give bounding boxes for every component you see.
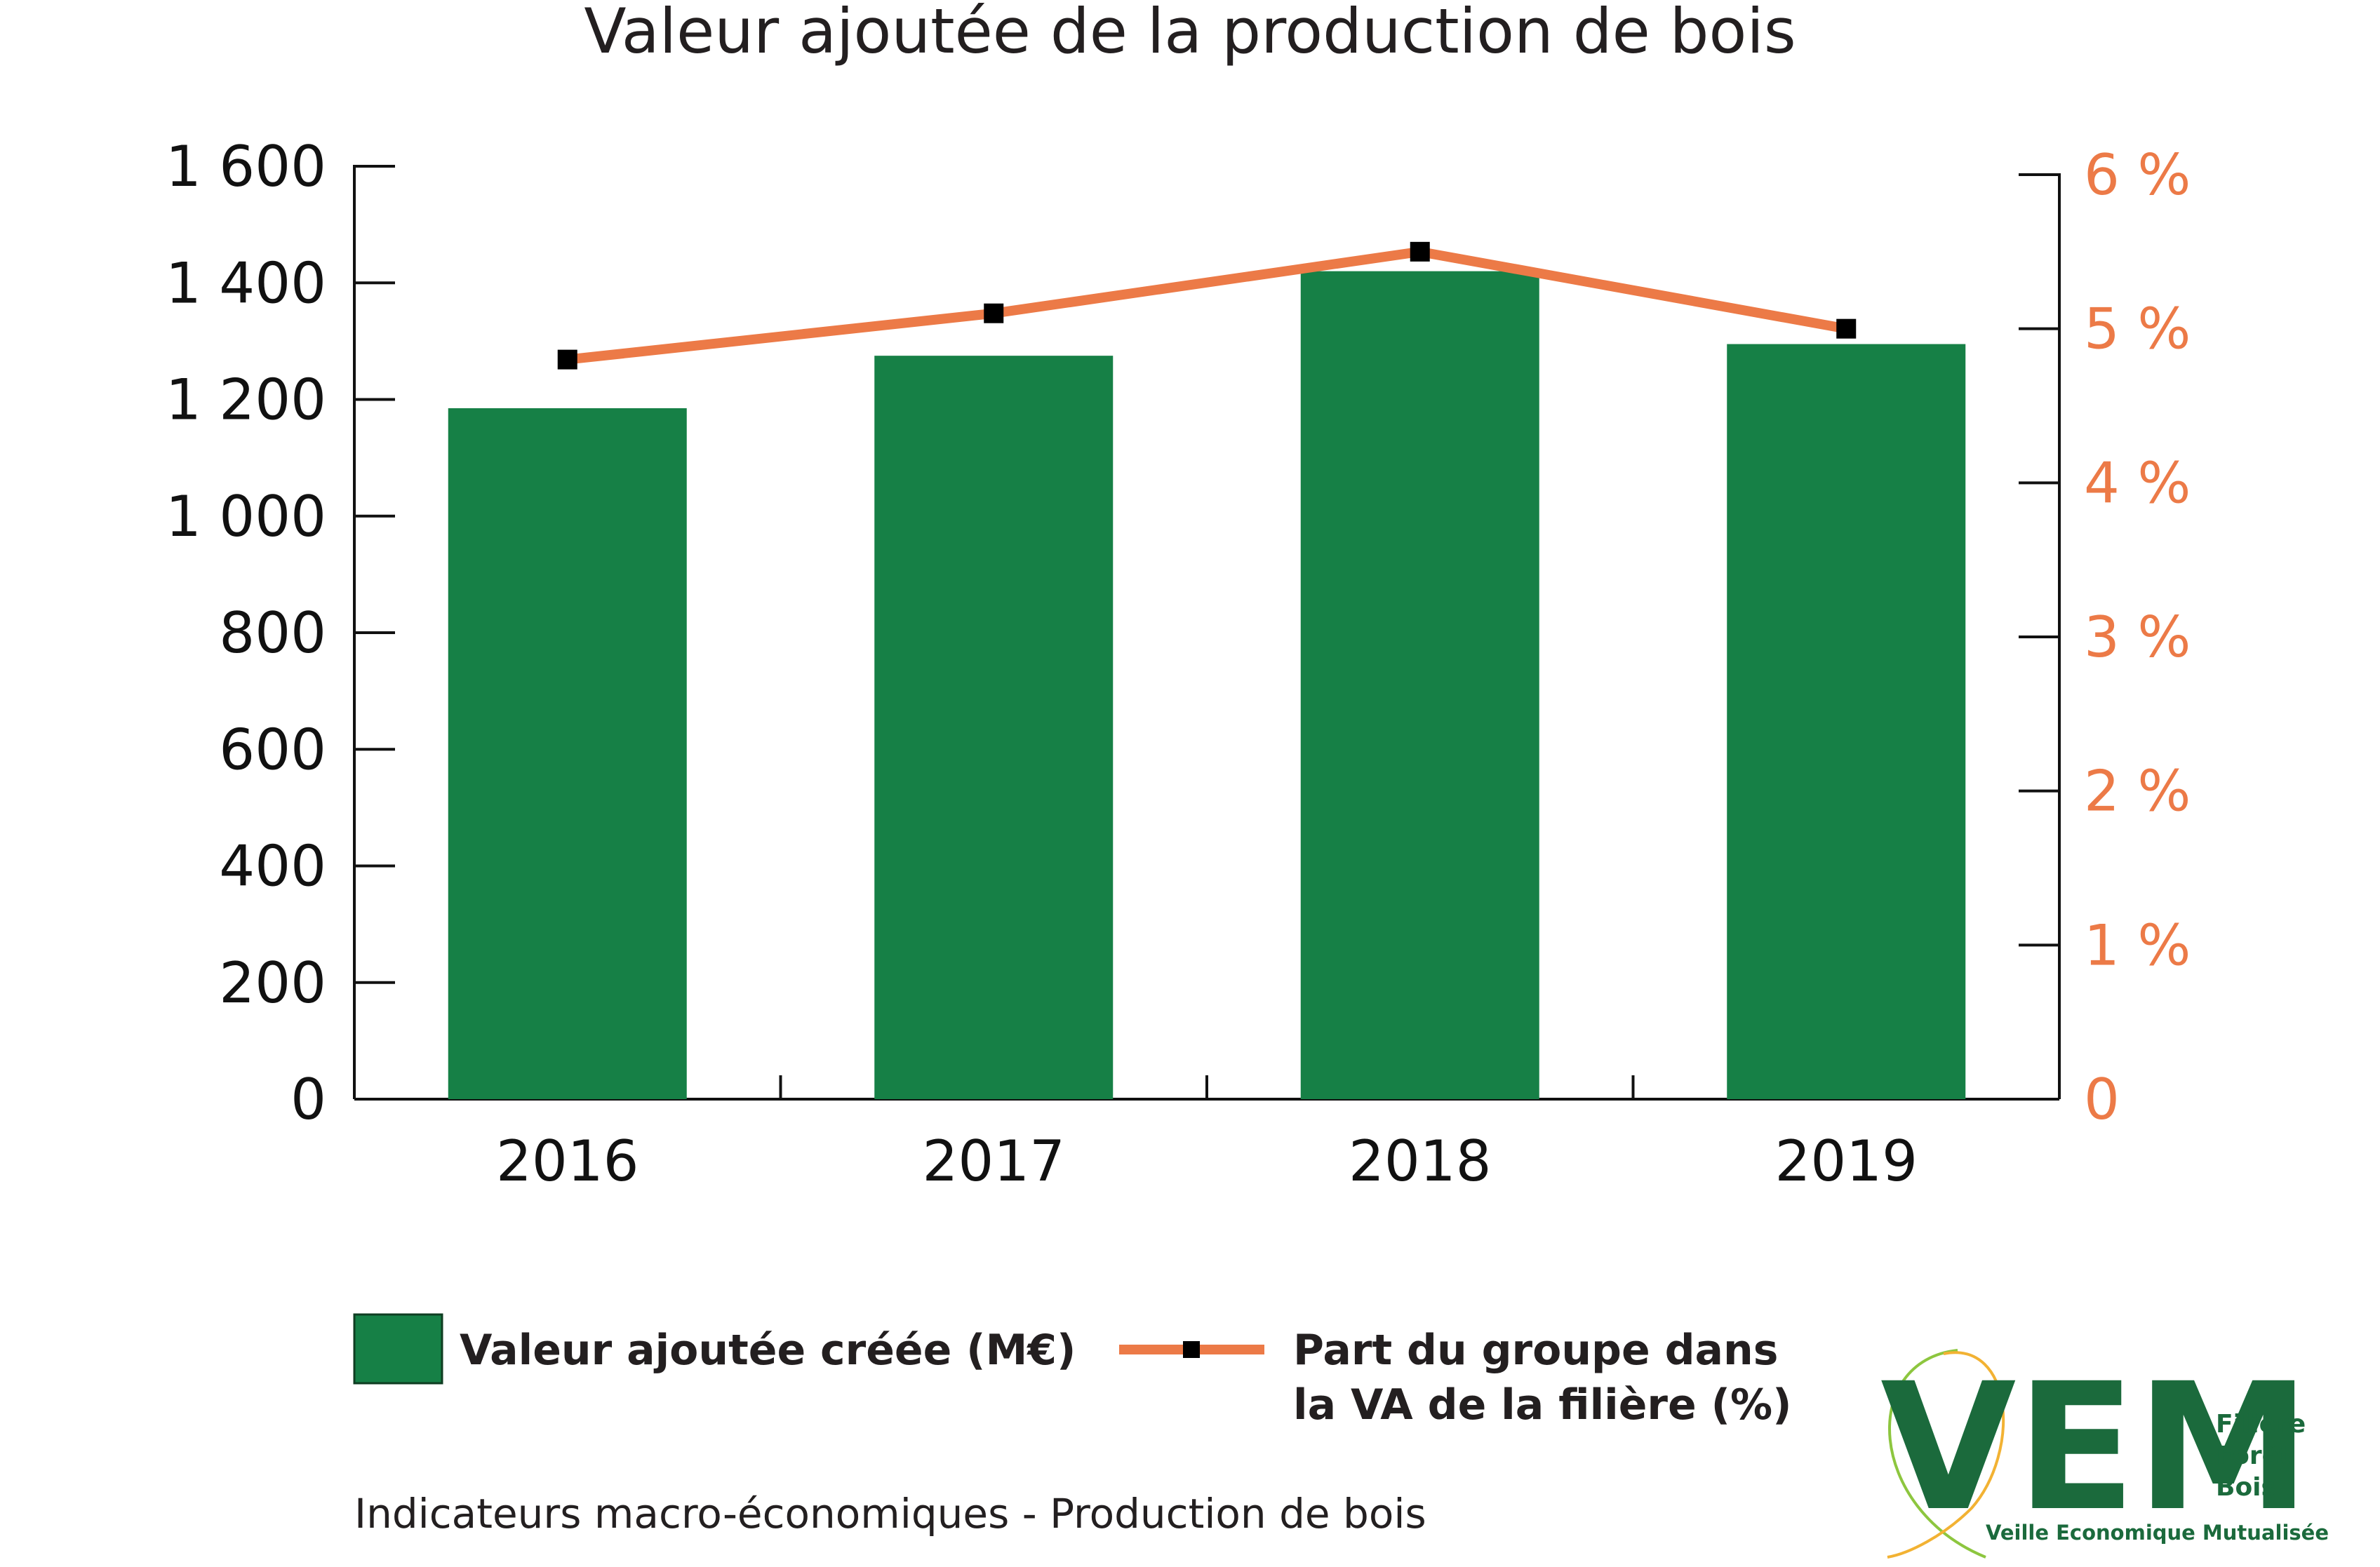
logo-foret: Forêt <box>2216 1441 2291 1470</box>
y-tick-label-right: 3 % <box>2084 605 2191 670</box>
bar <box>874 356 1114 1099</box>
y-tick-label-right: 5 % <box>2084 297 2191 362</box>
chart-title: Valeur ajoutée de la production de bois <box>584 0 1796 67</box>
line-path <box>566 246 1847 365</box>
y-tick-label-left: 1 200 <box>166 368 326 433</box>
logo-swoosh-gold <box>1887 1351 2005 1559</box>
legend-bar-swatch <box>353 1313 443 1385</box>
tick-labels: 0 200 400 600 800 1 000 1 200 1 400 1 600 0 1 % 2 %… <box>166 134 2191 1194</box>
legend-line-marker <box>1183 1341 1200 1358</box>
bar <box>1300 271 1539 1099</box>
y-tick-label-left: 1 600 <box>166 134 326 199</box>
y-tick-label-left: 200 <box>219 950 326 1016</box>
line-point <box>984 303 1004 323</box>
logo-bois: Bois <box>2216 1473 2276 1502</box>
x-tick-label: 2017 <box>922 1129 1065 1194</box>
logo-filiere: Filière <box>2216 1410 2306 1439</box>
legend: Valeur ajoutée créée (M€) Part du groupe… <box>353 1313 1792 1430</box>
line-point <box>1410 241 1430 262</box>
y-tick-label-right: 1 % <box>2084 913 2191 978</box>
bars <box>448 271 1966 1099</box>
x-tick-label: 2016 <box>496 1129 639 1194</box>
line-point <box>557 349 577 370</box>
y-tick-label-left: 400 <box>219 834 326 899</box>
y-tick-label-left: 1 000 <box>166 484 326 549</box>
bar <box>448 408 687 1099</box>
y-tick-label-right: 4 % <box>2084 450 2191 516</box>
line-series <box>557 241 1857 370</box>
legend-bar-label: Valeur ajoutée créée (M€) <box>460 1326 1076 1375</box>
footer-caption: Indicateurs macro-économiques - Producti… <box>354 1490 1426 1538</box>
y-tick-label-left: 600 <box>219 717 326 782</box>
y-tick-label-right: 6 % <box>2084 142 2191 208</box>
y-tick-label-left: 0 <box>290 1067 326 1132</box>
x-tick-label: 2019 <box>1774 1129 1918 1194</box>
bar <box>1727 344 1966 1099</box>
legend-line-label-2: la VA de la filière (%) <box>1293 1380 1792 1430</box>
y-tick-label-right: 0 <box>2084 1067 2120 1132</box>
y-tick-label-right: 2 % <box>2084 759 2191 824</box>
logo-letters: VEM <box>1880 1345 2311 1549</box>
y-tick-label-left: 800 <box>219 600 326 666</box>
y-tick-label-left: 1 400 <box>166 250 326 316</box>
line-point <box>1836 318 1857 339</box>
logo-subtitle: Veille Economique Mutualisée <box>1986 1521 2329 1545</box>
vem-logo: VEM Filière Forêt Bois Veille Economique… <box>1880 1345 2329 1559</box>
legend-line-label-1: Part du groupe dans <box>1293 1326 1778 1375</box>
x-tick-label: 2018 <box>1349 1129 1492 1194</box>
